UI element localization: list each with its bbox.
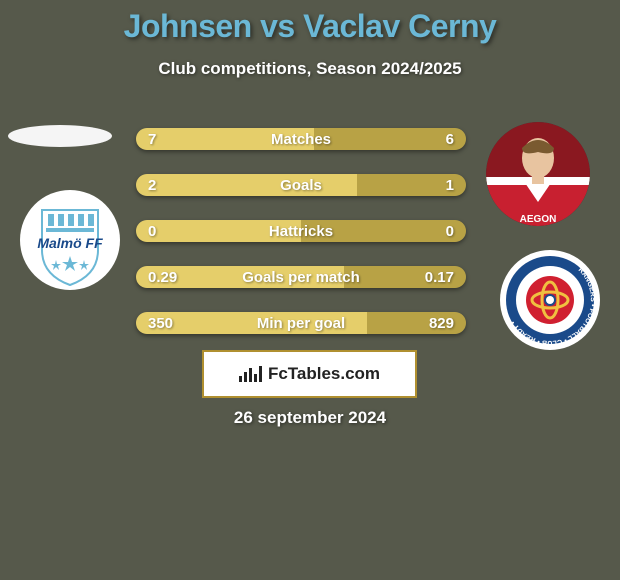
svg-text:AEGON: AEGON	[520, 214, 557, 225]
stat-right-value: 829	[429, 315, 454, 332]
branding-text: FcTables.com	[268, 364, 380, 384]
stat-bar: 0.29Goals per match0.17	[136, 266, 466, 288]
stat-label: Hattricks	[136, 223, 466, 240]
club-badge-right: RANGERS • FOOTBALL • CLUB • READY •	[500, 250, 600, 350]
page-title: Johnsen vs Vaclav Cerny	[0, 0, 620, 45]
stat-right-value: 0	[446, 223, 454, 240]
player-jersey: AEGON	[486, 122, 590, 226]
stat-label: Matches	[136, 131, 466, 148]
stat-bar: 350Min per goal829	[136, 312, 466, 334]
stat-bar: 0Hattricks0	[136, 220, 466, 242]
stat-right-value: 1	[446, 177, 454, 194]
club-badge-left: Malmö FF	[20, 190, 120, 290]
stat-label: Goals	[136, 177, 466, 194]
stat-right-value: 6	[446, 131, 454, 148]
stat-label: Goals per match	[136, 269, 466, 286]
branding-box[interactable]: FcTables.com	[202, 350, 417, 398]
stat-right-value: 0.17	[425, 269, 454, 286]
player-photo-left	[8, 125, 112, 147]
stats-column: 7Matches6 2Goals1 0Hattricks0 0.29Goals per…	[136, 128, 466, 358]
subtitle: Club competitions, Season 2024/2025	[0, 59, 620, 79]
stat-bar: 2Goals1	[136, 174, 466, 196]
player-photo-right: AEGON	[486, 122, 590, 226]
club-left-label: Malmö FF	[37, 235, 103, 251]
stat-label: Min per goal	[136, 315, 466, 332]
bar-chart-icon	[239, 366, 262, 382]
comparison-card: Johnsen vs Vaclav Cerny Club competition…	[0, 0, 620, 580]
date-line: 26 september 2024	[0, 408, 620, 428]
stat-bar: 7Matches6	[136, 128, 466, 150]
